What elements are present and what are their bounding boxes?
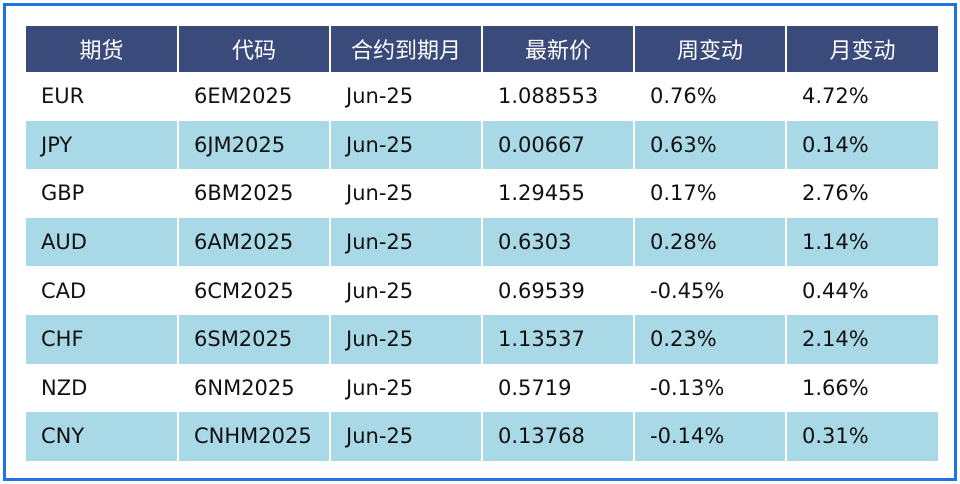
cell-last-price: 1.088553 [481, 72, 634, 121]
cell-currency: CNY [26, 412, 178, 461]
cell-expiry: Jun-25 [329, 363, 482, 413]
cell-monthly-change: 0.31% [785, 412, 938, 461]
table-frame: 期货 代码 合约到期月 最新价 周变动 月变动 EUR 6EM2025 Jun-… [3, 3, 957, 481]
cell-code: 6NM2025 [177, 363, 330, 413]
cell-code: 6JM2025 [177, 120, 330, 170]
cell-code: 6CM2025 [177, 266, 330, 315]
cell-expiry: Jun-25 [329, 169, 482, 218]
cell-weekly-change: 0.63% [633, 120, 786, 170]
header-monthly-change: 月变动 [785, 26, 938, 72]
cell-last-price: 0.69539 [481, 266, 634, 315]
table-row: NZD 6NM2025 Jun-25 0.5719 -0.13% 1.66% [26, 363, 938, 413]
cell-monthly-change: 4.72% [785, 72, 938, 121]
cell-weekly-change: 0.23% [633, 314, 786, 364]
table-row: CAD 6CM2025 Jun-25 0.69539 -0.45% 0.44% [26, 266, 938, 315]
header-futures: 期货 [26, 26, 178, 72]
cell-last-price: 0.5719 [481, 363, 634, 413]
header-last-price: 最新价 [481, 26, 634, 72]
cell-last-price: 1.13537 [481, 314, 634, 364]
table-row: GBP 6BM2025 Jun-25 1.29455 0.17% 2.76% [26, 169, 938, 218]
cell-weekly-change: -0.13% [633, 363, 786, 413]
cell-last-price: 0.6303 [481, 217, 634, 267]
table-row: AUD 6AM2025 Jun-25 0.6303 0.28% 1.14% [26, 217, 938, 267]
cell-currency: NZD [26, 363, 178, 413]
cell-monthly-change: 1.14% [785, 217, 938, 267]
cell-expiry: Jun-25 [329, 412, 482, 461]
cell-monthly-change: 2.76% [785, 169, 938, 218]
cell-monthly-change: 2.14% [785, 314, 938, 364]
cell-expiry: Jun-25 [329, 120, 482, 170]
cell-code: 6EM2025 [177, 72, 330, 121]
header-code: 代码 [177, 26, 330, 72]
fx-futures-table: 期货 代码 合约到期月 最新价 周变动 月变动 EUR 6EM2025 Jun-… [26, 26, 938, 461]
cell-weekly-change: 0.17% [633, 169, 786, 218]
cell-weekly-change: -0.14% [633, 412, 786, 461]
cell-last-price: 1.29455 [481, 169, 634, 218]
cell-currency: JPY [26, 120, 178, 170]
cell-currency: CAD [26, 266, 178, 315]
cell-code: 6AM2025 [177, 217, 330, 267]
table-row: CHF 6SM2025 Jun-25 1.13537 0.23% 2.14% [26, 314, 938, 364]
table-row: EUR 6EM2025 Jun-25 1.088553 0.76% 4.72% [26, 72, 938, 121]
cell-expiry: Jun-25 [329, 72, 482, 121]
cell-weekly-change: 0.76% [633, 72, 786, 121]
cell-weekly-change: -0.45% [633, 266, 786, 315]
cell-weekly-change: 0.28% [633, 217, 786, 267]
cell-last-price: 0.00667 [481, 120, 634, 170]
header-row: 期货 代码 合约到期月 最新价 周变动 月变动 [26, 26, 938, 72]
table-row: JPY 6JM2025 Jun-25 0.00667 0.63% 0.14% [26, 120, 938, 170]
cell-expiry: Jun-25 [329, 266, 482, 315]
cell-monthly-change: 1.66% [785, 363, 938, 413]
table-row: CNY CNHM2025 Jun-25 0.13768 -0.14% 0.31% [26, 412, 938, 461]
cell-currency: CHF [26, 314, 178, 364]
cell-code: 6BM2025 [177, 169, 330, 218]
cell-expiry: Jun-25 [329, 314, 482, 364]
cell-currency: AUD [26, 217, 178, 267]
cell-expiry: Jun-25 [329, 217, 482, 267]
header-weekly-change: 周变动 [633, 26, 786, 72]
cell-monthly-change: 0.14% [785, 120, 938, 170]
cell-code: CNHM2025 [177, 412, 330, 461]
cell-currency: GBP [26, 169, 178, 218]
cell-currency: EUR [26, 72, 178, 121]
cell-code: 6SM2025 [177, 314, 330, 364]
cell-monthly-change: 0.44% [785, 266, 938, 315]
header-expiry-month: 合约到期月 [329, 26, 482, 72]
cell-last-price: 0.13768 [481, 412, 634, 461]
